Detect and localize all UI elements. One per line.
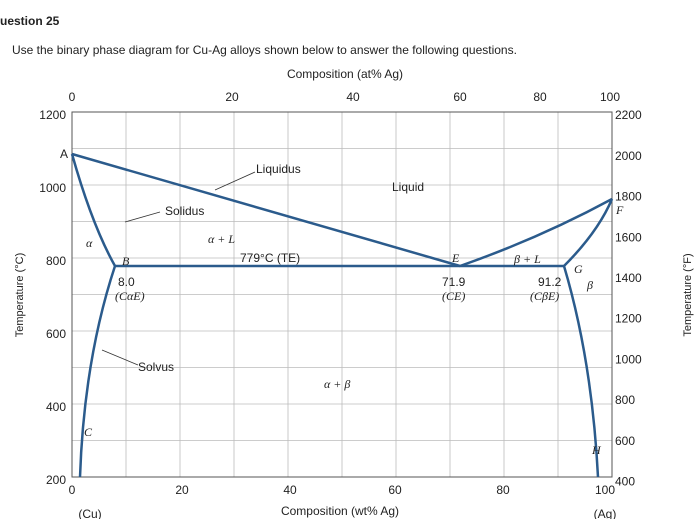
solidus-left: [70, 153, 117, 267]
bottom-end-label: (Cu): [78, 507, 101, 519]
solvus-right: [562, 265, 600, 478]
top-tick-label: 80: [533, 90, 547, 104]
plot-frame: [71, 111, 613, 478]
region-label: α: [86, 236, 93, 250]
region-label: G: [574, 262, 583, 276]
right-tick-label: 2200: [615, 108, 642, 122]
right-tick-label: 1000: [615, 352, 642, 366]
tick-labels: 0 20 40 60 80 1001200100080060040020022002000…: [39, 90, 642, 497]
bottom-tick-label: 60: [388, 483, 402, 497]
region-label: H: [591, 443, 602, 457]
right-tick-label: 2000: [615, 149, 642, 163]
top-tick-label: 20: [225, 90, 239, 104]
right-axis-title: Temperature (°F): [682, 253, 694, 336]
region-label: 779°C (TE): [240, 251, 300, 265]
left-tick-label: 800: [46, 254, 66, 268]
bottom-axis-title: Composition (wt% Ag): [281, 504, 399, 518]
liquidus-left: [71, 152, 461, 268]
instruction: Use the binary phase diagram for Cu-Ag a…: [12, 43, 517, 57]
top-tick-label: 60: [453, 90, 467, 104]
bottom-tick-label: 0: [69, 483, 76, 497]
solidus-right: [563, 198, 614, 267]
top-axis-title: Composition (at% Ag): [287, 67, 403, 81]
bottom-tick-label: 20: [175, 483, 189, 497]
liquidus-right: [459, 197, 613, 268]
left-tick-label: 600: [46, 327, 66, 341]
top-tick-label: 0: [69, 90, 76, 104]
region-label: Solidus: [165, 204, 204, 218]
solvus-left: [78, 265, 117, 478]
bottom-end-label: (Ag): [594, 507, 617, 519]
region-label: α + β: [324, 377, 350, 391]
leader: [214, 171, 256, 191]
right-tick-label: 1800: [615, 190, 642, 204]
region-label: (CβE): [530, 289, 559, 303]
right-tick-label: 1200: [615, 312, 642, 326]
region-label: 8.0: [118, 275, 135, 289]
region-label: E: [451, 251, 460, 265]
leader: [124, 211, 161, 223]
region-label: F: [615, 203, 624, 217]
left-tick-label: 1000: [39, 181, 66, 195]
right-tick-label: 400: [615, 474, 635, 488]
left-tick-label: 400: [46, 400, 66, 414]
top-tick-label: 40: [346, 90, 360, 104]
bottom-tick-label: 100: [595, 483, 615, 497]
region-label: β + L: [513, 252, 541, 266]
region-label: Liquidus: [256, 162, 301, 176]
region-label: B: [122, 254, 130, 268]
left-tick-label: 1200: [39, 108, 66, 122]
right-tick-label: 800: [615, 393, 635, 407]
right-tick-label: 1600: [615, 230, 642, 244]
region-label: Liquid: [392, 180, 424, 194]
region-label: C: [84, 425, 93, 439]
region-label: Solvus: [138, 360, 174, 374]
right-tick-label: 600: [615, 434, 635, 448]
region-label: α + L: [208, 232, 235, 246]
region-label: β: [586, 278, 593, 292]
region-labels: A Liquidus Liquid Solidus α α + L 779°C (TE) B 8…: [60, 147, 624, 457]
right-tick-label: 1400: [615, 271, 642, 285]
bottom-tick-label: 80: [496, 483, 510, 497]
question-title: uestion 25: [0, 14, 60, 28]
region-label: 71.9: [442, 275, 466, 289]
left-axis-title: Temperature (°C): [14, 253, 26, 337]
region-label: 91.2: [538, 275, 562, 289]
leader: [101, 349, 139, 366]
grid: [72, 112, 612, 477]
left-tick-label: 200: [46, 473, 66, 487]
region-label: (CE): [442, 289, 465, 303]
bottom-tick-label: 40: [283, 483, 297, 497]
region-label: A: [60, 147, 68, 161]
top-tick-label: 100: [600, 90, 620, 104]
region-label: (CαE): [115, 289, 145, 303]
